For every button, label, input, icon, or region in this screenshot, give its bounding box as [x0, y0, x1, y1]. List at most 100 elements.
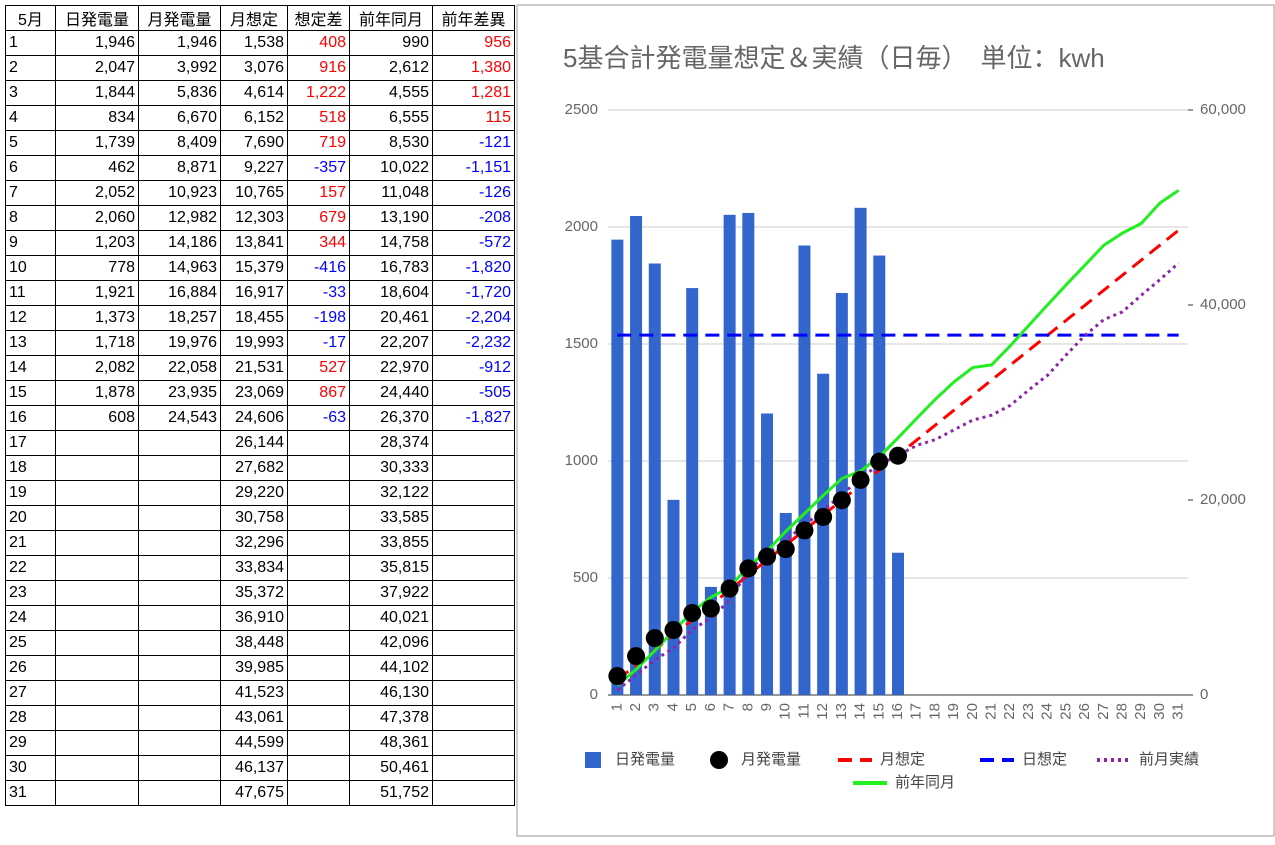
dot: [683, 604, 702, 623]
y2-tick-label: 20,000: [1200, 491, 1246, 508]
dot: [627, 647, 646, 666]
table-cell: 41,523: [220, 680, 288, 706]
table-cell: 50,461: [349, 755, 433, 781]
table-cell: [287, 530, 350, 556]
table-cell: 7,690: [220, 130, 288, 156]
y-tick-label: 1500: [565, 335, 598, 352]
table-cell: [287, 705, 350, 731]
table-cell: [287, 555, 350, 581]
table-cell: 32,122: [349, 480, 433, 506]
dot: [776, 540, 795, 559]
table-row: 31 47,675 51,752: [5, 780, 515, 806]
table-cell: -126: [432, 180, 515, 206]
table-cell: 35,372: [220, 580, 288, 606]
table-row: 8 2,060 12,982 12,303 679 13,190 -208: [5, 205, 515, 231]
table-cell: 1,946: [55, 30, 139, 56]
x-tick-label: 24: [1039, 703, 1056, 720]
bar: [723, 214, 736, 695]
table-cell: 5: [5, 130, 56, 156]
table-cell: 33,855: [349, 530, 433, 556]
table-cell: 12,982: [138, 205, 221, 231]
table-cell: [287, 655, 350, 681]
table-cell: [287, 430, 350, 456]
table-cell: 3,076: [220, 55, 288, 81]
table-cell: [138, 430, 221, 456]
table-cell: 39,985: [220, 655, 288, 681]
x-tick-label: 27: [1095, 703, 1112, 720]
table-cell: 16: [5, 405, 56, 431]
table-cell: 18,604: [349, 280, 433, 306]
y2-tick-label: 60,000: [1200, 101, 1246, 118]
table-cell: [55, 755, 139, 781]
table-cell: 15,379: [220, 255, 288, 281]
table-cell: 33,834: [220, 555, 288, 581]
table-cell: 28,374: [349, 430, 433, 456]
x-tick-label: 10: [777, 703, 794, 720]
table-cell: [432, 480, 515, 506]
table-cell: 28: [5, 705, 56, 731]
table-cell: [55, 655, 139, 681]
table-cell: 608: [55, 405, 139, 431]
legend-label: 前年同月: [895, 774, 955, 791]
table-cell: [55, 530, 139, 556]
table-cell: [55, 430, 139, 456]
table-cell: 5月: [5, 5, 56, 31]
table-cell: 25: [5, 630, 56, 656]
table-cell: 2,612: [349, 55, 433, 81]
y2-tick-label: 0: [1200, 686, 1208, 703]
table-row: 5 1,739 8,409 7,690 719 8,530 -121: [5, 130, 515, 156]
table-cell: [55, 605, 139, 631]
table-cell: 719: [287, 130, 350, 156]
table-cell: [138, 555, 221, 581]
table-cell: -33: [287, 280, 350, 306]
table-cell: -17: [287, 330, 350, 356]
table-cell: 10,022: [349, 155, 433, 181]
table-cell: 1,718: [55, 330, 139, 356]
table-cell: 22,970: [349, 355, 433, 381]
table-cell: [138, 780, 221, 806]
table-cell: 30: [5, 755, 56, 781]
table-cell: [432, 755, 515, 781]
x-tick-label: 2: [627, 703, 644, 711]
table-cell: 23,935: [138, 380, 221, 406]
dot: [889, 446, 907, 465]
table-cell: [55, 480, 139, 506]
table-cell: 1,281: [432, 80, 515, 106]
table-cell: 想定差: [287, 5, 350, 31]
table-cell: 38,448: [220, 630, 288, 656]
table-cell: 44,599: [220, 730, 288, 756]
table-cell: [138, 580, 221, 606]
table-cell: 3,992: [138, 55, 221, 81]
table-cell: [138, 730, 221, 756]
table-cell: 19,993: [220, 330, 288, 356]
table-row: 6 462 8,871 9,227 -357 10,022 -1,151: [5, 155, 515, 181]
table-cell: [287, 630, 350, 656]
y-tick-label: 500: [573, 569, 598, 586]
legend-label: 日発電量: [615, 751, 675, 768]
table-row: 9 1,203 14,186 13,841 344 14,758 -572: [5, 230, 515, 256]
table-cell: 22: [5, 555, 56, 581]
bar: [873, 255, 886, 695]
line: [616, 189, 1180, 687]
table-cell: 8,871: [138, 155, 221, 181]
table-cell: 8,409: [138, 130, 221, 156]
table-cell: 24,543: [138, 405, 221, 431]
x-tick-label: 18: [926, 703, 943, 720]
bar: [742, 212, 755, 695]
table-row: 2 2,047 3,992 3,076 916 2,612 1,380: [5, 55, 515, 81]
table-cell: [287, 755, 350, 781]
table-cell: [138, 705, 221, 731]
table-cell: 1,921: [55, 280, 139, 306]
table-cell: 20,461: [349, 305, 433, 331]
table-cell: [55, 780, 139, 806]
table-row: 27 41,523 46,130: [5, 680, 515, 706]
table-cell: 2,047: [55, 55, 139, 81]
table-cell: 日発電量: [55, 5, 139, 31]
table-cell: 8,530: [349, 130, 433, 156]
table-cell: [55, 580, 139, 606]
table-cell: 5,836: [138, 80, 221, 106]
table-cell: 18: [5, 455, 56, 481]
table-cell: 33,585: [349, 505, 433, 531]
table-cell: 462: [55, 155, 139, 181]
